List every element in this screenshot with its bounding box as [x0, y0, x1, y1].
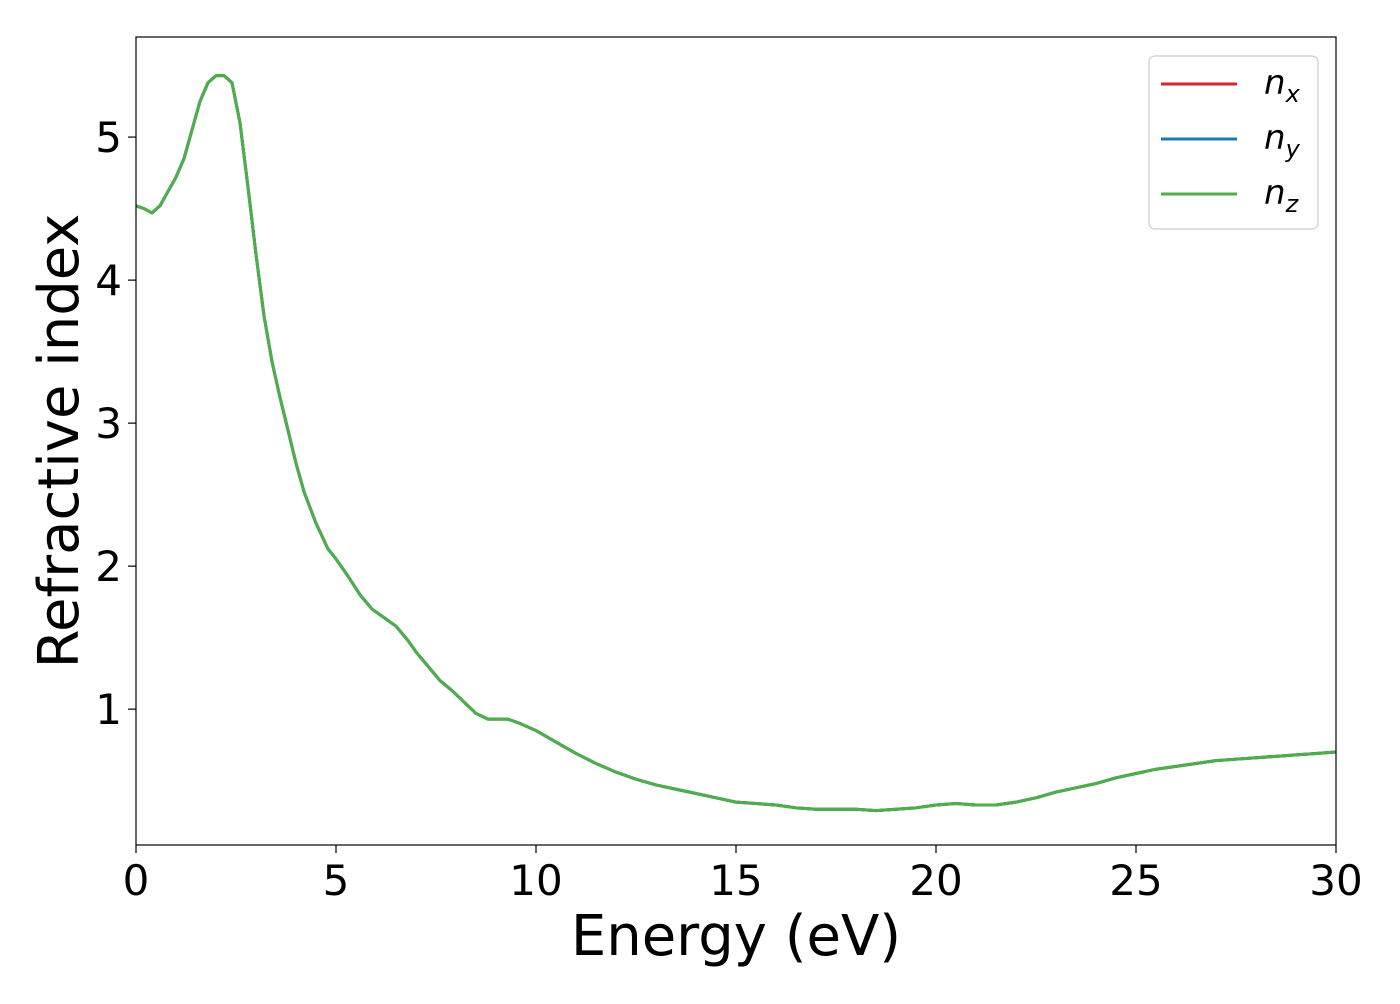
x-tick-label: 10 — [509, 856, 562, 905]
y-tick-label: 5 — [95, 113, 122, 162]
y-tick-label: 1 — [95, 685, 122, 734]
legend-label-n-x: nx — [1264, 63, 1301, 108]
x-tick-label: 5 — [323, 856, 350, 905]
x-axis-label: Energy (eV) — [571, 904, 901, 969]
axes: 0 5 10 15 20 25 30 1 2 3 4 5 — [95, 36, 1363, 905]
x-tick-label: 20 — [909, 856, 962, 905]
y-tick-label: 4 — [95, 256, 122, 305]
x-tick-label: 30 — [1309, 856, 1362, 905]
x-tick-label: 0 — [123, 856, 150, 905]
x-tick-label: 15 — [709, 856, 762, 905]
x-tick-label: 25 — [1109, 856, 1162, 905]
plot-area — [136, 74, 1336, 813]
y-tick-label: 3 — [95, 399, 122, 448]
y-axis-label: Refractive index — [27, 214, 92, 669]
series-line-n-z — [136, 74, 1336, 813]
legend-box — [1148, 55, 1319, 230]
y-tick-label: 2 — [95, 542, 122, 591]
